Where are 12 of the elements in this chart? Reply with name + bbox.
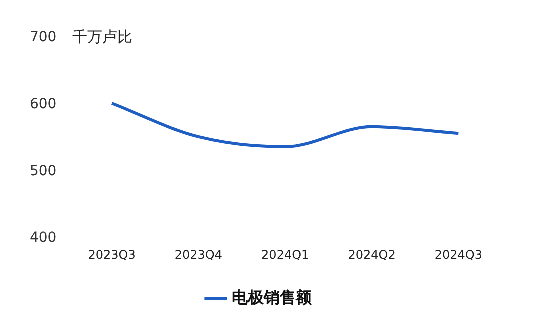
x-tick-label: 2023Q4 <box>174 248 223 262</box>
y-tick-label: 600 <box>30 96 57 113</box>
x-tick-label: 2024Q1 <box>262 248 310 262</box>
y-tick-label: 700 <box>30 30 57 46</box>
y-tick-label: 400 <box>30 230 57 246</box>
y-tick-label: 500 <box>30 163 57 180</box>
x-tick-label: 2024Q3 <box>434 248 482 262</box>
x-tick-label: 2023Q3 <box>88 248 136 262</box>
y-axis-title: 千万卢比 <box>72 28 133 46</box>
x-tick-label: 2024Q2 <box>348 248 396 262</box>
line-series <box>110 102 460 148</box>
legend-label: 电极销售额 <box>232 288 313 308</box>
